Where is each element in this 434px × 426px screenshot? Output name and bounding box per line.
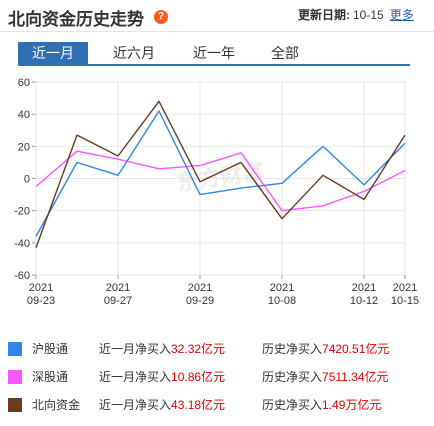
tab-one-year[interactable]: 近一年 xyxy=(193,45,235,61)
page-title: 北向资金历史走势 xyxy=(8,10,144,29)
y-tick-label: -60 xyxy=(14,270,30,282)
x-tick-date: 09-29 xyxy=(186,295,214,307)
update-date: 10-15 xyxy=(353,8,384,22)
legend-row-sz: 深股通 近一月净买入10.86亿元 历史净买入7511.34亿元 xyxy=(0,364,434,390)
y-tick-label: -20 xyxy=(14,206,30,218)
x-tick-date: 10-08 xyxy=(268,295,296,307)
x-tick-year: 2021 xyxy=(393,282,417,294)
legend-row-north: 北向资金 近一月净买入43.18亿元 历史净买入1.49万亿元 xyxy=(0,392,434,418)
legend-hist: 历史净买入7511.34亿元 xyxy=(262,370,389,384)
help-icon[interactable]: ? xyxy=(154,10,168,24)
line-chart: -60 -40 -20 0 20 40 60 2021 09-23 2021 09-27 2021 09… xyxy=(0,70,434,320)
y-tick-label: 0 xyxy=(24,174,30,186)
legend-recent-value: 43.18亿元 xyxy=(171,398,226,412)
x-tick-year: 2021 xyxy=(270,282,294,294)
tab-one-month[interactable]: 近一月 xyxy=(18,42,88,64)
more-link[interactable]: 更多 xyxy=(389,8,414,22)
legend-hist-value: 7420.51亿元 xyxy=(322,342,390,356)
series-line-0 xyxy=(35,110,406,237)
x-tick-year: 2021 xyxy=(188,282,212,294)
x-tick-date: 09-27 xyxy=(104,295,132,307)
legend-hist-value: 1.49万亿元 xyxy=(322,398,382,412)
legend-swatch-sz xyxy=(8,370,22,384)
x-tick-year: 2021 xyxy=(29,282,53,294)
chart-svg: -60-40-200204060202109-23202109-27202109… xyxy=(14,77,419,307)
y-tick-label: 40 xyxy=(18,109,30,121)
legend-recent: 近一月净买入43.18亿元 xyxy=(99,398,226,412)
x-tick-year: 2021 xyxy=(106,282,130,294)
tab-all[interactable]: 全部 xyxy=(271,45,299,61)
legend-name: 深股通 xyxy=(32,370,69,384)
y-tick-label: 20 xyxy=(18,141,30,153)
header: 北向资金历史走势 ? 更新日期: 10-15 更多 xyxy=(0,0,434,30)
y-tick-label: 60 xyxy=(18,77,30,89)
legend-recent: 近一月净买入10.86亿元 xyxy=(99,370,226,384)
series-line-1 xyxy=(35,150,406,212)
y-tick-label: -40 xyxy=(14,238,30,250)
update-info: 更新日期: 10-15 更多 xyxy=(298,6,414,23)
legend-hist-value: 7511.34亿元 xyxy=(322,370,389,384)
legend-recent-value: 10.86亿元 xyxy=(171,370,226,384)
legend-recent-value: 32.32亿元 xyxy=(171,342,226,356)
update-label: 更新日期: xyxy=(298,8,350,22)
legend-swatch-sh xyxy=(8,342,22,356)
x-tick-date: 10-15 xyxy=(391,295,419,307)
series-line-2 xyxy=(35,100,406,248)
legend-swatch-north xyxy=(8,398,22,412)
legend-recent: 近一月净买入32.32亿元 xyxy=(99,342,226,356)
legend-row-sh: 沪股通 近一月净买入32.32亿元 历史净买入7420.51亿元 xyxy=(0,336,434,362)
x-tick-year: 2021 xyxy=(352,282,376,294)
header-divider xyxy=(0,31,434,32)
tab-six-months[interactable]: 近六月 xyxy=(113,45,155,61)
x-tick-date: 10-12 xyxy=(350,295,378,307)
tab-underline xyxy=(18,64,410,66)
legend-name: 沪股通 xyxy=(32,342,69,356)
legend-hist: 历史净买入1.49万亿元 xyxy=(262,398,382,412)
x-tick-date: 09-23 xyxy=(27,295,55,307)
legend-name: 北向资金 xyxy=(32,398,81,412)
legend-hist: 历史净买入7420.51亿元 xyxy=(262,342,390,356)
